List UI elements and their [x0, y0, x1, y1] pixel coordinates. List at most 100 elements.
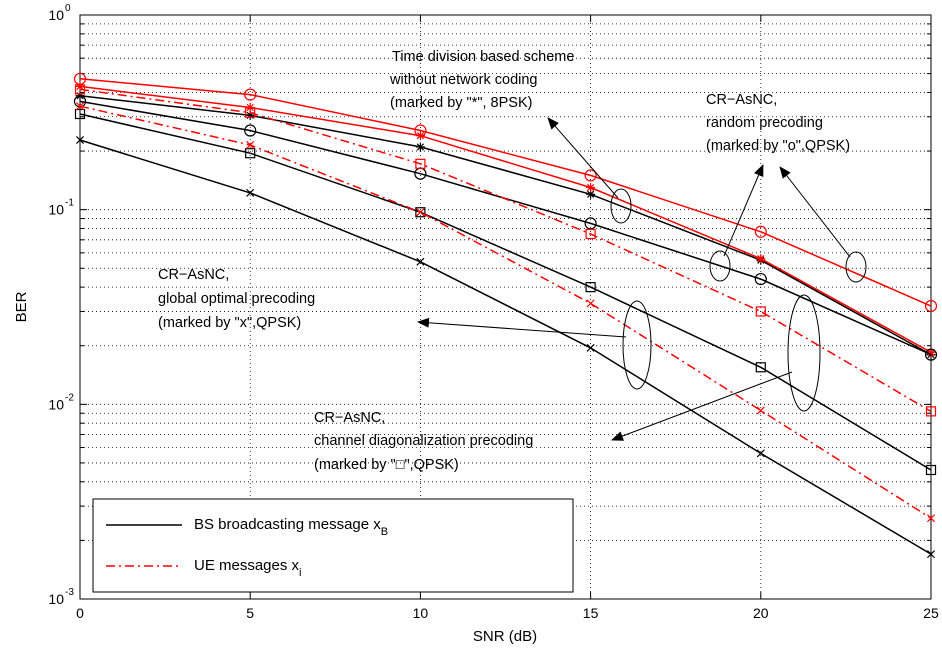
legend-label-ue-main: UE messages x	[194, 557, 300, 574]
anno-channel-line-1: CR−AsNC,	[314, 410, 385, 426]
plot-frame	[79, 14, 932, 600]
series-line-time-division-8psk-bs	[79, 94, 932, 356]
legend-box	[92, 498, 574, 593]
y-tick-exponent: -3	[65, 587, 74, 598]
data-point-star	[415, 142, 425, 152]
x-tick-label: 15	[583, 605, 599, 621]
data-point-circle	[924, 348, 938, 361]
x-tick-label: 20	[753, 605, 769, 621]
data-point-star	[586, 189, 596, 199]
data-point-circle	[244, 124, 257, 137]
legend: BS broadcasting message xB UE messages x…	[92, 498, 574, 593]
data-point-x	[756, 406, 765, 415]
annotation-random-precoding: CR−AsNC, random precoding (marked by "o"…	[706, 92, 850, 154]
arrow-random-b	[779, 166, 851, 258]
anno-time-division-line-1: Time division based scheme	[392, 49, 574, 65]
data-point-circle	[414, 124, 427, 137]
data-point-square	[925, 464, 937, 476]
series-line-random-precoding-ue	[79, 78, 932, 307]
data-point-square	[74, 108, 86, 120]
anno-time-division-line-2: without network coding	[389, 72, 538, 88]
data-point-x	[246, 188, 255, 197]
data-point-square	[245, 148, 256, 159]
data-point-circle	[584, 169, 597, 182]
data-point-square	[585, 228, 596, 240]
data-point-star	[245, 110, 255, 120]
ellipse-time-division	[610, 188, 632, 224]
arrow-time-division	[547, 117, 619, 199]
ellipse-random-a	[709, 250, 731, 282]
data-point-square	[755, 362, 766, 373]
data-point-square	[585, 282, 596, 293]
anno-random-line-1: CR−AsNC,	[706, 92, 777, 108]
anno-global-line-2: global optimal precoding	[158, 291, 315, 307]
data-point-x	[586, 299, 595, 308]
annotation-global-optimal: CR−AsNC, global optimal precoding (marke…	[158, 267, 315, 331]
data-point-square	[925, 406, 937, 417]
x-axis-title: SNR (dB)	[473, 628, 537, 645]
data-point-star	[75, 81, 85, 91]
data-point-x	[756, 449, 765, 458]
anno-global-line-3: (marked by "x",QPSK)	[158, 315, 301, 331]
data-point-circle	[754, 225, 767, 238]
data-point-x	[75, 135, 85, 145]
data-point-square	[415, 207, 426, 218]
x-tick-label: 10	[413, 605, 429, 621]
series-line-channel-diagonalization-bs	[79, 113, 932, 471]
y-tick-label: 10	[48, 591, 64, 607]
x-tick-label: 25	[923, 605, 939, 621]
ellipse-random-b	[845, 251, 867, 283]
series-line-global-optimal-ue	[79, 105, 932, 519]
anno-channel-line-3: (marked by "□",QPSK)	[314, 457, 459, 473]
arrow-channel-diag	[611, 371, 793, 441]
anno-global-line-1: CR−AsNC,	[158, 267, 229, 283]
anno-channel-line-2: channel diagonalization precoding	[314, 433, 533, 449]
legend-label-bs: BS broadcasting message xB	[194, 516, 388, 538]
data-point-x	[926, 514, 936, 523]
data-point-star	[926, 347, 936, 357]
anno-random-line-2: random precoding	[706, 115, 823, 131]
series-line-time-division-8psk-ue	[79, 85, 932, 353]
data-point-x	[926, 550, 936, 559]
y-tick-exponent: 0	[65, 3, 71, 14]
data-point-x	[246, 140, 255, 149]
data-point-circle	[754, 272, 767, 286]
legend-label-bs-main: BS broadcasting message x	[194, 516, 381, 533]
x-tick-label: 5	[246, 605, 254, 621]
legend-label-ue-sub: i	[299, 567, 301, 579]
series-line-channel-diagonalization-ue	[79, 88, 932, 413]
ellipse-global-optimal	[622, 300, 652, 390]
data-point-x	[416, 257, 425, 266]
series-lines	[73, 72, 938, 559]
y-tick-label: 10	[48, 202, 64, 218]
legend-label-bs-sub: B	[381, 526, 388, 538]
data-point-star	[245, 102, 255, 112]
y-tick-label: 10	[48, 396, 64, 412]
y-tick-exponent: -2	[65, 392, 74, 403]
arrow-global-optimal	[417, 317, 627, 338]
data-point-x	[75, 102, 85, 111]
data-point-square	[245, 107, 256, 118]
data-point-x	[416, 208, 425, 217]
data-point-x	[586, 343, 595, 352]
y-tick-exponent: -1	[65, 198, 74, 209]
data-point-star	[756, 254, 766, 264]
data-point-square	[755, 306, 766, 317]
y-axis-title: BER	[13, 291, 30, 322]
arrow-random-a	[723, 164, 764, 257]
data-point-star	[586, 182, 596, 192]
annotation-time-division: Time division based scheme without netwo…	[389, 49, 574, 111]
x-tick-label: 0	[76, 605, 84, 621]
y-tick-label: 10	[48, 7, 64, 23]
data-point-square	[415, 158, 426, 169]
anno-time-division-line-3: (marked by "*", 8PSK)	[390, 95, 532, 111]
legend-label-ue: UE messages xi	[194, 557, 302, 579]
data-point-circle	[244, 88, 257, 101]
anno-random-line-3: (marked by "o",QPSK)	[706, 138, 850, 154]
series-line-global-optimal-bs	[79, 139, 932, 555]
annotation-arrows	[417, 117, 851, 441]
annotation-channel-diag: CR−AsNC, channel diagonalization precodi…	[314, 410, 533, 473]
ellipse-channel-diag	[787, 294, 821, 412]
